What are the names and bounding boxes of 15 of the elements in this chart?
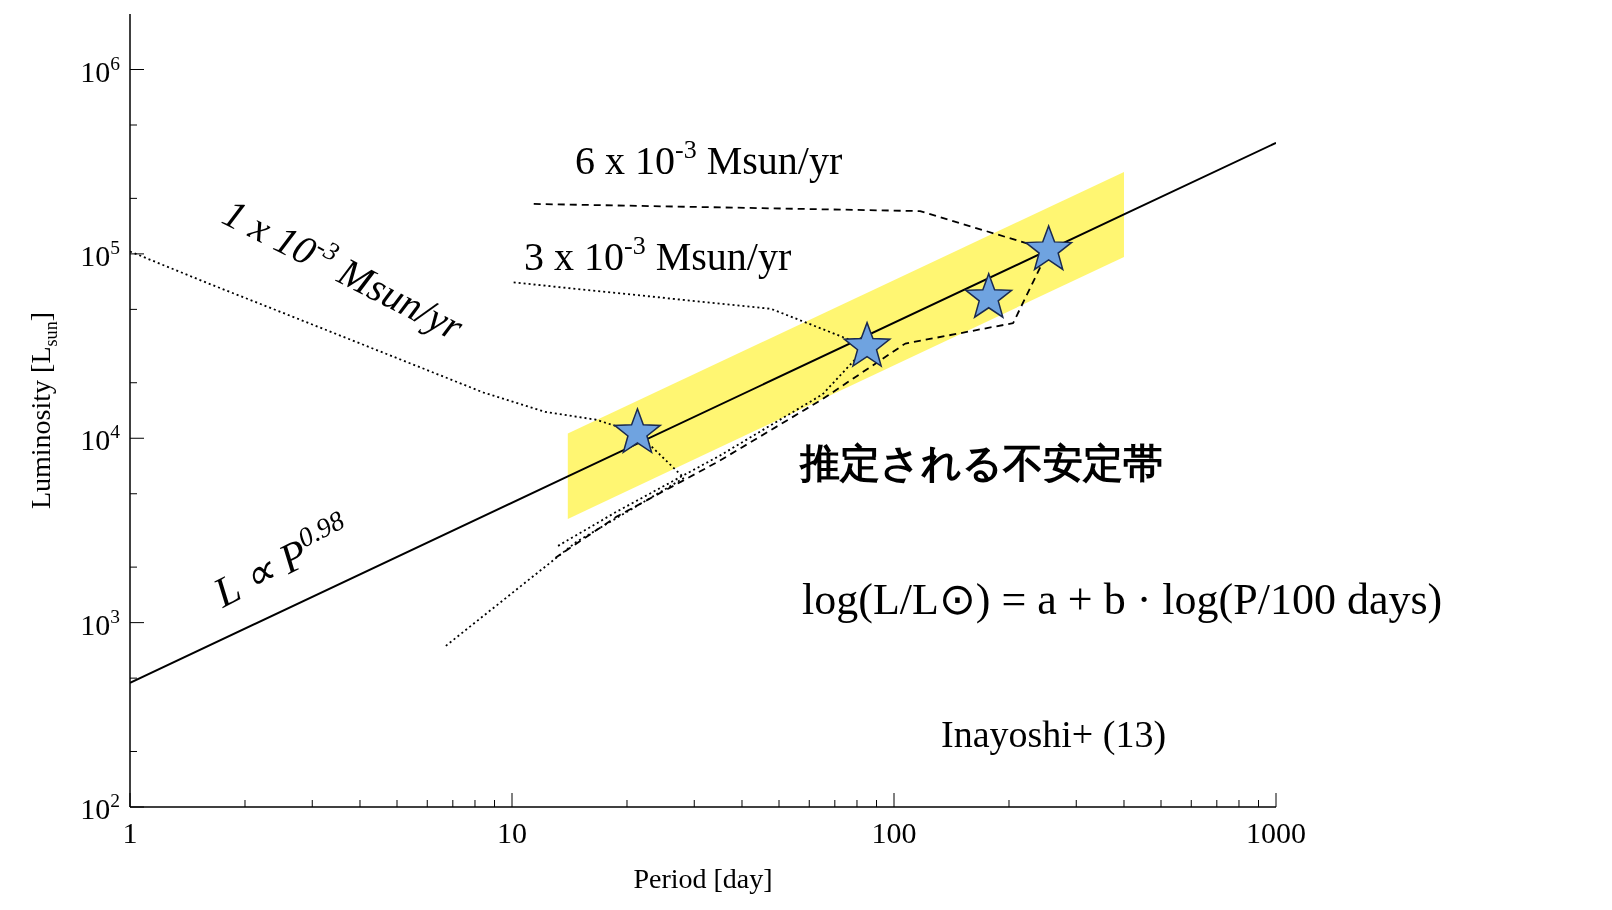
y-tick-label: 10$^{2}$ — [80, 790, 120, 825]
y-tick-label: 10$^{3}$ — [80, 605, 120, 641]
x-tick-label: 100 — [871, 816, 917, 849]
annotation: 推定される不安定帯 — [800, 439, 1163, 487]
y-tick-label: 10$^{5}$ — [80, 236, 120, 272]
annotation: Inayoshi+ (13) — [941, 712, 1167, 757]
series-label: 3 x 10$^{-3}$ Msun/yr — [524, 231, 792, 279]
y-tick-label: 10$^{6}$ — [80, 52, 121, 88]
x-tick-label: 10 — [497, 816, 527, 849]
series-label: 6 x 10$^{-3}$ Msun/yr — [575, 135, 843, 183]
annotation: log(L/L⊙) = a + b · log(P/100 days) — [798, 572, 1447, 629]
x-tick-label: 1 — [122, 816, 138, 849]
x-tick-label: 1000 — [1246, 816, 1306, 849]
y-tick-label: 10$^{4}$ — [80, 421, 121, 457]
x-axis-title: Period [day] — [633, 863, 773, 894]
